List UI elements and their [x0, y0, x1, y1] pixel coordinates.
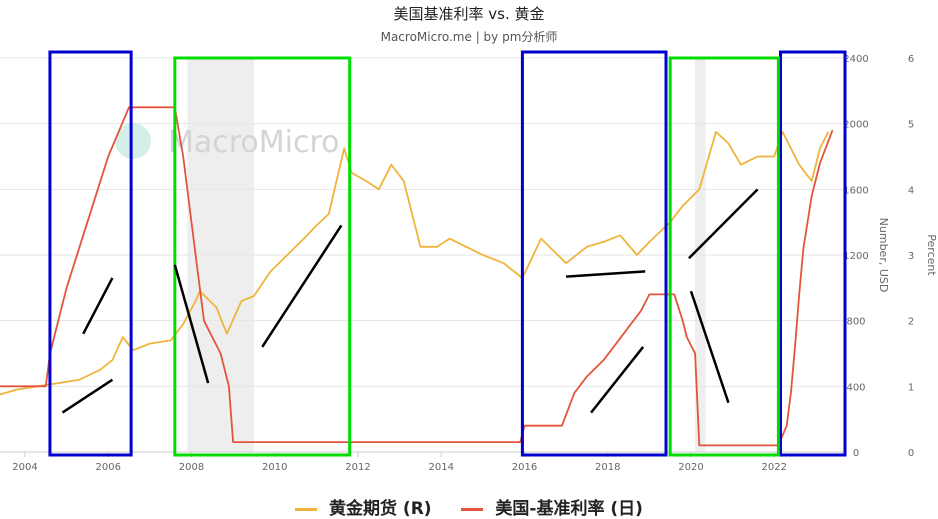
annotation-trend-line	[173, 264, 210, 384]
legend-swatch-rate	[461, 507, 484, 511]
watermark-text: MacroMicro	[168, 125, 340, 160]
y-tick-usd: 2000	[843, 120, 868, 131]
watermark-logo-icon	[115, 123, 151, 159]
y-tick-usd: 400	[846, 382, 865, 393]
annotation-trend-line	[689, 290, 730, 404]
y-axis-title-usd: Number, USD	[877, 218, 890, 293]
y-tick-percent: 3	[908, 251, 914, 262]
series-line-gold	[0, 130, 830, 396]
chart-title: 美国基准利率 vs. 黄金	[393, 5, 545, 23]
y-tick-percent: 0	[908, 448, 914, 459]
annotation-trend-line	[688, 188, 759, 260]
annotation-trend-line	[82, 277, 114, 335]
legend-item-gold[interactable]: 黄金期货 (R)	[295, 494, 432, 519]
x-tick-label: 2022	[762, 462, 787, 473]
annotation-trend-line	[566, 270, 646, 278]
annotation-green-box	[173, 56, 352, 457]
annotation-blue-box	[778, 50, 847, 457]
legend-swatch-gold	[295, 507, 318, 511]
x-tick-label: 2018	[595, 462, 620, 473]
y-tick-usd: 1200	[843, 251, 868, 262]
chart-plot: 0 400 800 1200 1600 2000 2400 0 1 2 3 4 5 6 Number, US…	[0, 50, 938, 473]
legend-item-rate[interactable]: 美国-基准利率 (日)	[461, 494, 643, 519]
y-tick-percent: 1	[908, 382, 914, 393]
annotation-green-box	[668, 56, 780, 457]
y-tick-percent: 2	[908, 317, 914, 328]
y-axis-title-percent: Percent	[925, 234, 938, 276]
x-tick-label: 2016	[512, 462, 537, 473]
legend-label-rate: 美国-基准利率 (日)	[495, 499, 643, 519]
annotation-trend-line	[61, 378, 114, 414]
x-tick-label: 2014	[429, 462, 454, 473]
y-tick-usd: 800	[846, 317, 865, 328]
x-tick-label: 2004	[12, 462, 37, 473]
x-tick-label: 2006	[96, 462, 121, 473]
legend: 黄金期货 (R) 美国-基准利率 (日)	[0, 494, 938, 519]
legend-label-gold: 黄金期货 (R)	[329, 499, 432, 519]
x-tick-label: 2012	[345, 462, 370, 473]
x-tick-label: 2008	[179, 462, 204, 473]
x-tick-label: 2010	[262, 462, 287, 473]
annotation-blue-box	[48, 50, 133, 457]
y-tick-percent: 5	[908, 120, 914, 131]
y-tick-usd: 2400	[843, 54, 868, 65]
chart-subtitle: MacroMicro.me | by pm分析师	[380, 30, 558, 44]
y-tick-usd: 1600	[843, 185, 868, 196]
series-line-rate	[0, 106, 834, 447]
annotation-trend-line	[590, 346, 645, 414]
y-tick-percent: 6	[908, 54, 914, 65]
annotation-blue-box	[520, 50, 668, 457]
x-tick-label: 2020	[678, 462, 703, 473]
annotation-trend-line	[261, 224, 343, 348]
y-tick-usd: 0	[853, 448, 859, 459]
y-tick-percent: 4	[908, 185, 914, 196]
